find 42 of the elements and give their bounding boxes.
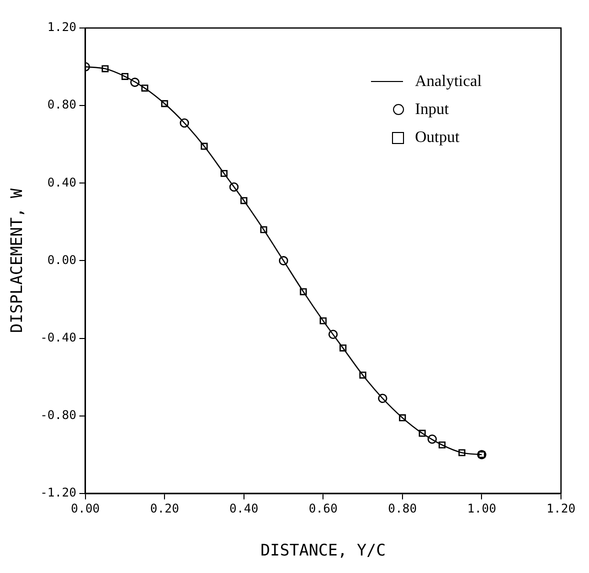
y-tick-label: -1.20 xyxy=(40,486,76,500)
point xyxy=(378,394,388,404)
x-tick-label: 1.20 xyxy=(546,502,576,516)
point xyxy=(180,118,190,128)
point xyxy=(340,344,346,352)
point xyxy=(240,197,248,204)
point xyxy=(229,182,239,192)
point xyxy=(102,65,109,72)
point xyxy=(359,372,366,379)
point xyxy=(328,330,338,340)
point xyxy=(398,414,406,422)
y-tick-label: 0.40 xyxy=(47,175,76,190)
x-tick-label: 0.20 xyxy=(150,502,180,516)
legend-label: Input xyxy=(415,101,449,119)
point xyxy=(278,256,288,266)
point xyxy=(130,78,140,87)
point xyxy=(161,100,168,108)
x-tick-label: 0.80 xyxy=(388,502,417,516)
legend-label: Analytical xyxy=(415,73,482,91)
x-axis-title: DISTANCE, Y/C xyxy=(260,540,386,560)
point xyxy=(418,430,426,437)
legend-label: Output xyxy=(415,129,460,147)
y-tick-label: 1.20 xyxy=(47,20,76,34)
point xyxy=(200,142,208,150)
y-tick-label: 0.80 xyxy=(47,98,76,112)
y-tick-label: -0.80 xyxy=(40,408,76,422)
point xyxy=(121,73,128,80)
x-tick-label: 0.60 xyxy=(308,502,338,516)
point xyxy=(220,170,228,177)
point xyxy=(320,317,327,324)
point xyxy=(300,288,307,296)
x-tick-label: 0.00 xyxy=(70,502,100,516)
y-axis-title: DISPLACEMENT, W xyxy=(6,188,26,333)
y-tick-label: 0.00 xyxy=(47,252,76,267)
y-tick-label: -0.40 xyxy=(40,330,76,344)
x-tick-label: 1.00 xyxy=(467,502,496,516)
point xyxy=(428,434,437,444)
x-tick-label: 0.40 xyxy=(229,502,258,516)
point xyxy=(438,441,446,448)
point xyxy=(260,226,268,234)
point xyxy=(458,449,466,456)
point xyxy=(141,84,148,92)
